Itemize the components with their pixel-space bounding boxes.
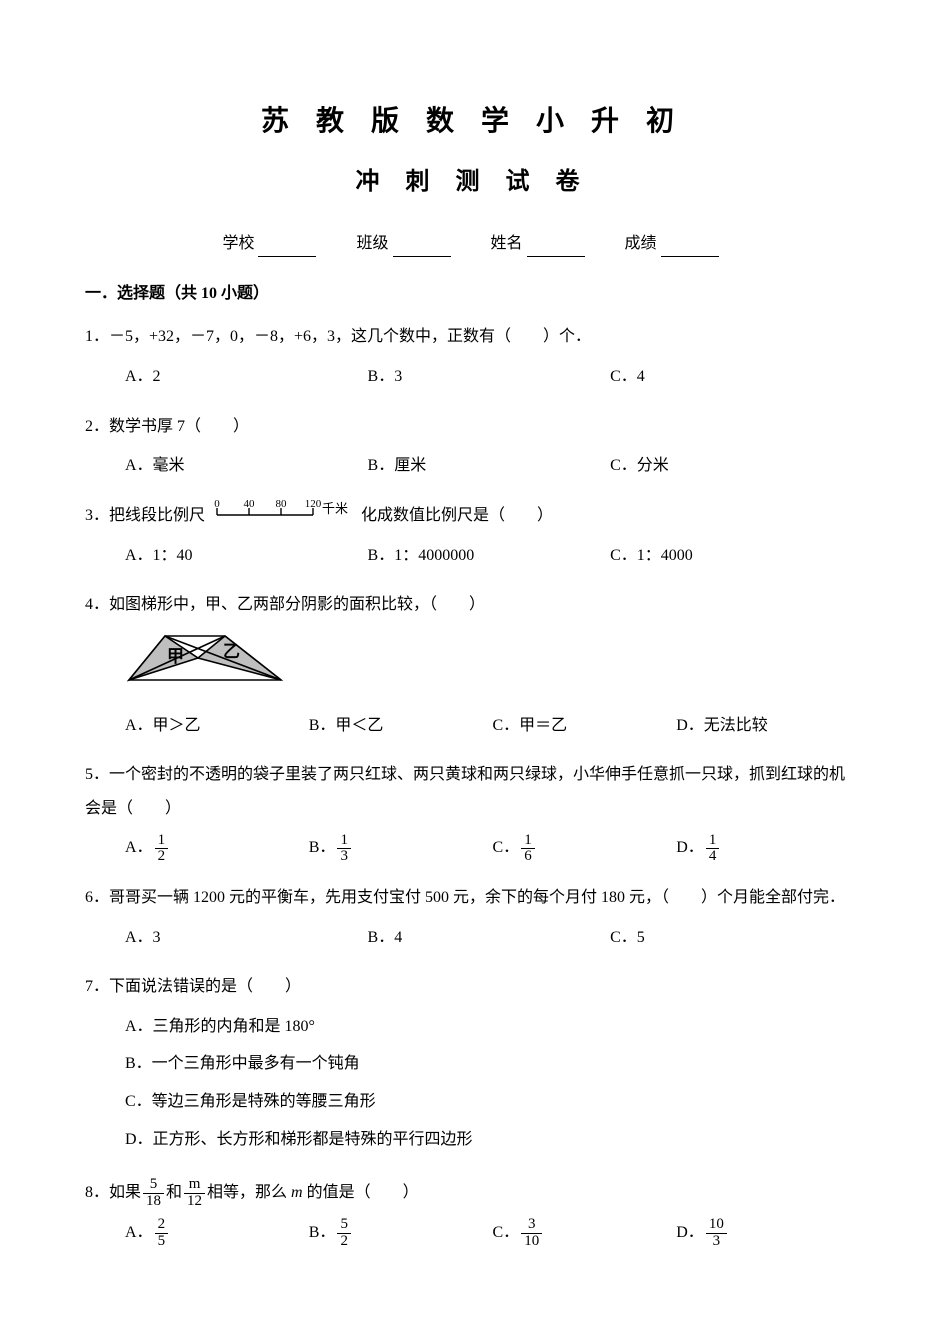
q4-text: ．如图梯形中，甲、乙两部分阴影的面积比较，（ ） xyxy=(93,596,485,613)
q8-opt-a[interactable]: A．25 xyxy=(125,1216,309,1250)
q6-opt-a[interactable]: A．3 xyxy=(125,921,368,955)
q4-num: 4 xyxy=(85,596,93,613)
trapezoid-figure-icon: 甲 乙 xyxy=(125,630,860,701)
q8-opt-d[interactable]: D．103 xyxy=(676,1216,860,1250)
svg-text:乙: 乙 xyxy=(223,642,240,661)
q5-num: 5 xyxy=(85,766,93,783)
q7-opt-d[interactable]: D．正方形、长方形和梯形都是特殊的平行四边形 xyxy=(125,1123,860,1157)
q8-opt-b[interactable]: B．52 xyxy=(309,1216,493,1250)
blank-class[interactable] xyxy=(393,239,451,257)
blank-score[interactable] xyxy=(661,239,719,257)
q2-text: ．数学书厚 7（ ） xyxy=(93,418,249,435)
section-1-header: 一．选择题（共 10 小题） xyxy=(85,281,860,307)
q8-num: 8 xyxy=(85,1184,93,1201)
q8-frac2: m12 xyxy=(184,1177,205,1210)
q1-opt-a[interactable]: A．2 xyxy=(125,360,368,394)
q3-text-post: 化成数值比例尺是（ ） xyxy=(361,507,553,524)
q6-text: ．哥哥买一辆 1200 元的平衡车，先用支付宝付 500 元，余下的每个月付 1… xyxy=(93,889,845,906)
q5-opt-d[interactable]: D．14 xyxy=(676,831,860,865)
q3-opt-b[interactable]: B．1：4000000 xyxy=(368,539,611,573)
label-name: 姓名 xyxy=(491,235,523,252)
q1-text: ．－5，+32，－7，0，－8，+6，3，这几个数中，正数有（ ）个． xyxy=(93,328,591,345)
svg-text:千米: 千米 xyxy=(322,501,348,516)
label-school: 学校 xyxy=(222,235,254,252)
q5-opt-b[interactable]: B．13 xyxy=(309,831,493,865)
q7-opt-c[interactable]: C．等边三角形是特殊的等腰三角形 xyxy=(125,1085,860,1119)
page-title-2: 冲 刺 测 试 卷 xyxy=(85,163,860,201)
svg-text:甲: 甲 xyxy=(167,647,184,666)
q7-opt-a[interactable]: A．三角形的内角和是 180° xyxy=(125,1010,860,1044)
label-score: 成绩 xyxy=(625,235,657,252)
q8-opt-c[interactable]: C．310 xyxy=(493,1216,677,1250)
svg-text:0: 0 xyxy=(214,500,220,510)
q7-opt-b[interactable]: B．一个三角形中最多有一个钝角 xyxy=(125,1047,860,1081)
q4-opt-b[interactable]: B．甲＜乙 xyxy=(309,709,493,743)
label-class: 班级 xyxy=(356,235,388,252)
q6-opt-c[interactable]: C．5 xyxy=(610,921,853,955)
info-line: 学校 班级 姓名 成绩 xyxy=(85,231,860,257)
q5-text: ．一个密封的不透明的袋子里装了两只红球、两只黄球和两只绿球，小华伸手任意抓一只球… xyxy=(85,766,845,817)
q2-opt-b[interactable]: B．厘米 xyxy=(368,449,611,483)
question-4: 4．如图梯形中，甲、乙两部分阴影的面积比较，（ ） 甲 乙 A．甲＞乙 B．甲＜… xyxy=(85,588,860,742)
question-1: 1．－5，+32，－7，0，－8，+6，3，这几个数中，正数有（ ）个． A．2… xyxy=(85,320,860,393)
question-3: 3．把线段比例尺 0 40 80 120 千米 化成数值比例尺是（ ） A．1：… xyxy=(85,499,860,573)
q1-num: 1 xyxy=(85,328,93,345)
question-6: 6．哥哥买一辆 1200 元的平衡车，先用支付宝付 500 元，余下的每个月付 … xyxy=(85,881,860,954)
q3-opt-c[interactable]: C．1：4000 xyxy=(610,539,853,573)
q6-opt-b[interactable]: B．4 xyxy=(368,921,611,955)
q8-pre: ．如果 xyxy=(93,1184,141,1201)
q7-num: 7 xyxy=(85,978,93,995)
q1-opt-c[interactable]: C．4 xyxy=(610,360,853,394)
question-7: 7．下面说法错误的是（ ） A．三角形的内角和是 180° B．一个三角形中最多… xyxy=(85,970,860,1160)
q2-opt-a[interactable]: A．毫米 xyxy=(125,449,368,483)
ruler-scale-icon: 0 40 80 120 千米 xyxy=(213,499,353,533)
svg-text:40: 40 xyxy=(244,500,256,510)
svg-text:80: 80 xyxy=(276,500,288,510)
blank-name[interactable] xyxy=(527,239,585,257)
q6-num: 6 xyxy=(85,889,93,906)
q4-opt-d[interactable]: D．无法比较 xyxy=(676,709,860,743)
q8-var: m xyxy=(291,1184,303,1201)
q2-num: 2 xyxy=(85,418,93,435)
q8-post2: 的值是（ ） xyxy=(303,1184,419,1201)
q2-opt-c[interactable]: C．分米 xyxy=(610,449,853,483)
q8-post1: 相等，那么 xyxy=(207,1184,291,1201)
svg-text:120: 120 xyxy=(305,500,322,510)
page-title-1: 苏 教 版 数 学 小 升 初 xyxy=(85,100,860,145)
q1-opt-b[interactable]: B．3 xyxy=(368,360,611,394)
q3-opt-a[interactable]: A．1：40 xyxy=(125,539,368,573)
q8-frac1: 518 xyxy=(143,1177,164,1210)
q3-text-pre: ．把线段比例尺 xyxy=(93,507,205,524)
q5-opt-a[interactable]: A．12 xyxy=(125,831,309,865)
question-2: 2．数学书厚 7（ ） A．毫米 B．厘米 C．分米 xyxy=(85,410,860,483)
blank-school[interactable] xyxy=(258,239,316,257)
q7-text: ．下面说法错误的是（ ） xyxy=(93,978,301,995)
q4-opt-a[interactable]: A．甲＞乙 xyxy=(125,709,309,743)
q8-mid: 和 xyxy=(166,1184,182,1201)
question-5: 5．一个密封的不透明的袋子里装了两只红球、两只黄球和两只绿球，小华伸手任意抓一只… xyxy=(85,758,860,865)
q3-num: 3 xyxy=(85,507,93,524)
q4-opt-c[interactable]: C．甲＝乙 xyxy=(493,709,677,743)
question-8: 8．如果518和m12相等，那么 m 的值是（ ） A．25 B．52 C．31… xyxy=(85,1176,860,1249)
q5-opt-c[interactable]: C．16 xyxy=(493,831,677,865)
